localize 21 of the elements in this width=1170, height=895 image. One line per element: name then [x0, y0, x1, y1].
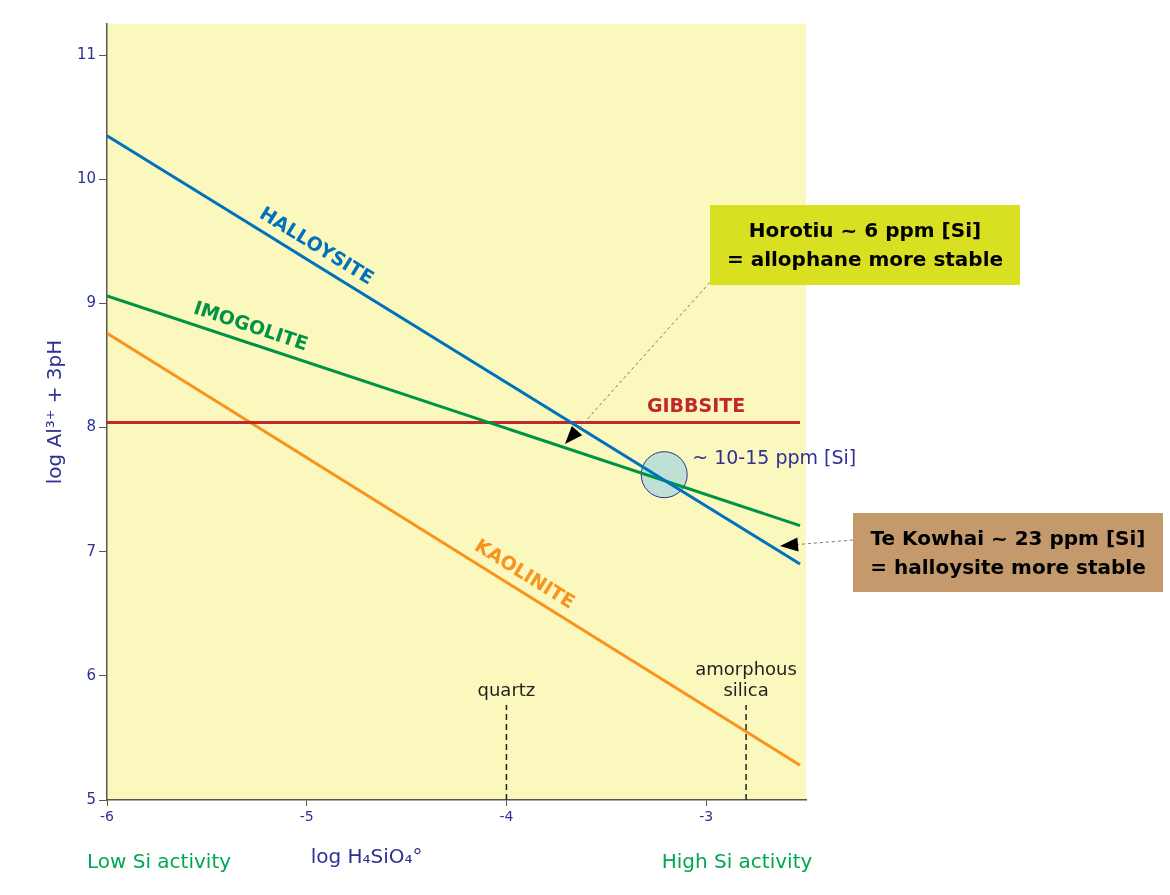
- x-tick-label: -3: [699, 808, 714, 825]
- y-tick-label: 9: [86, 293, 96, 312]
- text: Low Si activity: [87, 849, 232, 874]
- y-tick-label: 6: [86, 665, 96, 684]
- y-tick-label: 8: [86, 417, 96, 436]
- series-label: GIBBSITE: [646, 393, 746, 416]
- x-tick-label: -5: [299, 808, 314, 825]
- y-tick-label: 7: [86, 541, 96, 560]
- y-tick-label: 11: [76, 44, 96, 63]
- x-tick-label: -6: [100, 808, 115, 825]
- ref-line-label: quartz: [477, 678, 536, 700]
- x-tick-label: -4: [499, 808, 514, 825]
- annotation: ~ 10-15 ppm [Si]: [692, 445, 857, 468]
- x-axis-title: log H₄SiO₄°: [310, 844, 423, 869]
- ref-line-label: amorphous silica: [695, 657, 797, 700]
- text: High Si activity: [661, 849, 813, 874]
- y-tick-label: 10: [76, 169, 96, 188]
- y-axis-title: log Al³⁺ + 3pH: [42, 339, 67, 485]
- annotation: Horotiu ~ 6 ppm [Si] = allophane more stable: [710, 205, 1020, 285]
- text: Te Kowhai ~ 23 ppm [Si] = halloysite more stable: [853, 513, 1163, 592]
- y-tick-label: 5: [86, 789, 96, 808]
